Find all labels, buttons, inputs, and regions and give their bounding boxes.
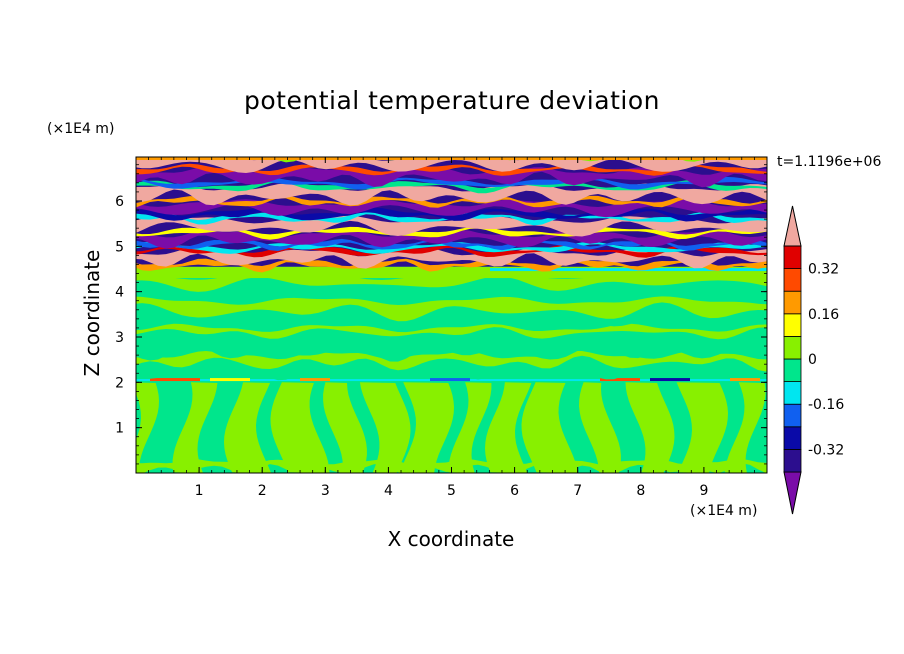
- colorbar-label: -0.16: [808, 397, 844, 413]
- inversion-streak: [430, 378, 470, 382]
- x-tick-label: 8: [636, 483, 645, 499]
- colorbar-bin: [783, 358, 802, 383]
- upper-band: [126, 133, 774, 146]
- colorbar-bin: [783, 403, 802, 428]
- x-tick-label: 1: [195, 483, 204, 499]
- mid-streak: [136, 337, 767, 362]
- cold-streak: [490, 268, 767, 272]
- x-axis-unit: (×1E4 m): [690, 503, 758, 519]
- colorbar-label: -0.32: [808, 442, 844, 458]
- colorbar-label: 0.32: [808, 262, 839, 278]
- inversion-streak: [300, 378, 330, 382]
- warm-streak: [136, 266, 767, 279]
- colorbar-label: 0: [808, 352, 817, 368]
- x-axis-label: X coordinate: [387, 527, 515, 551]
- upper-band: [136, 167, 767, 188]
- time-label: t=1.1196e+06: [777, 154, 882, 170]
- warm-column: [579, 382, 621, 473]
- colorbar-bin: [783, 268, 802, 292]
- upper-band: [136, 163, 767, 176]
- colorbar-bin: [783, 335, 802, 360]
- warm-column: [448, 382, 492, 473]
- warm-column: [172, 382, 218, 473]
- x-tick-label: 7: [573, 483, 582, 499]
- plot-area: [126, 120, 774, 473]
- warm-column: [136, 382, 159, 473]
- warm-column: [323, 382, 367, 473]
- upper-band: [126, 136, 774, 156]
- colorbar-max-arrow: [783, 205, 802, 247]
- upper-band: [126, 123, 774, 143]
- chart-title: potential temperature deviation: [244, 86, 660, 115]
- mid-streak: [136, 323, 767, 340]
- x-tick-label: 9: [699, 483, 708, 499]
- x-tick-label: 3: [321, 483, 330, 499]
- colorbar-min-arrow: [783, 471, 802, 515]
- warm-column: [724, 382, 766, 473]
- inversion-streak: [210, 378, 250, 382]
- upper-band: [136, 195, 767, 208]
- y-tick-label: 5: [115, 239, 124, 255]
- warm-column: [270, 382, 330, 473]
- inversion-streak: [150, 378, 200, 382]
- warm-column: [224, 382, 272, 473]
- y-axis-label: Z coordinate: [80, 249, 104, 377]
- colorbar-bin: [783, 313, 802, 337]
- colorbar-bin: [783, 245, 802, 270]
- inversion-streak: [650, 378, 690, 382]
- warm-column: [485, 382, 532, 473]
- warm-column: [399, 382, 454, 473]
- inversion-streak: [730, 378, 760, 382]
- upper-band: [136, 238, 767, 251]
- upper-band: [136, 199, 767, 218]
- x-tick-label: 6: [510, 483, 519, 499]
- y-tick-label: 6: [115, 194, 124, 210]
- x-tick-label: 5: [447, 483, 456, 499]
- warm-column: [359, 382, 411, 473]
- warm-column: [676, 382, 728, 473]
- mid-streak: [136, 282, 767, 298]
- y-tick-label: 2: [115, 375, 124, 391]
- plot-frame: [135, 156, 768, 474]
- warm-streak: [136, 458, 767, 473]
- colorbar-bin: [783, 448, 802, 473]
- inversion-streak: [600, 378, 640, 382]
- mid-streak: [136, 310, 767, 330]
- mid-streak: [136, 296, 767, 322]
- x-tick-label: 2: [258, 483, 267, 499]
- mid-streak: [136, 364, 767, 381]
- y-tick-label: 3: [115, 330, 124, 346]
- upper-band: [136, 229, 767, 249]
- y-tick-label: 4: [115, 285, 124, 301]
- colorbar-label: 0.16: [808, 307, 839, 323]
- upper-band: [136, 176, 767, 190]
- upper-band: [136, 248, 767, 269]
- upper-band: [126, 120, 774, 133]
- mid-streak: [136, 351, 767, 372]
- colorbar-bin: [783, 381, 802, 405]
- colorbar: 0.32 0.16 0 -0.16 -0.32: [783, 205, 844, 515]
- upper-band: [136, 258, 767, 273]
- x-tick-label: 4: [384, 483, 393, 499]
- y-tick-label: 1: [115, 421, 124, 437]
- warm-column: [625, 382, 675, 473]
- warm-column: [521, 382, 578, 473]
- colorbar-bin: [783, 290, 802, 315]
- colorbar-bin: [783, 426, 802, 450]
- y-axis: 1 2 3 4 5 6: [115, 164, 767, 465]
- z-axis-unit: (×1E4 m): [47, 121, 115, 137]
- upper-band: [136, 226, 767, 240]
